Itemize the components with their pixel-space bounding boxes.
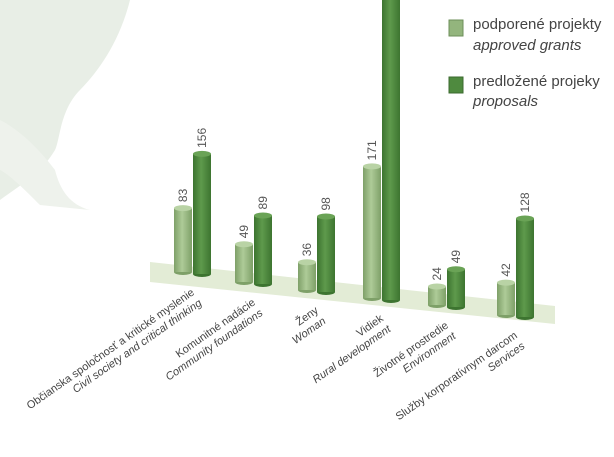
value-label: 89 <box>256 196 270 210</box>
bar <box>235 244 253 282</box>
value-label: 98 <box>319 197 333 211</box>
bar-cap <box>516 215 534 222</box>
bar <box>317 216 335 292</box>
bar <box>174 208 192 272</box>
legend-swatch <box>448 19 464 37</box>
legend-label: approved grants <box>473 37 582 54</box>
x-tick-label: Občianska spoločnosť a kritické myslenie <box>25 287 197 412</box>
bar <box>254 215 272 284</box>
value-label: 24 <box>430 267 444 281</box>
value-label: 156 <box>195 128 209 148</box>
bar-cap <box>174 205 192 212</box>
legend-label: proposals <box>472 93 539 110</box>
bar <box>447 269 465 307</box>
bar-cap <box>193 150 211 157</box>
value-label: 171 <box>365 140 379 160</box>
legend-label: podporené projekty <box>473 16 602 33</box>
bar-cap <box>497 279 515 286</box>
bar-cap <box>447 266 465 273</box>
bar-cap <box>428 283 446 290</box>
bar <box>382 0 400 300</box>
value-label: 128 <box>518 192 532 212</box>
bar-cap <box>235 241 253 248</box>
decoration <box>0 120 90 210</box>
bar <box>497 282 515 315</box>
value-label: 42 <box>499 263 513 277</box>
value-label: 49 <box>237 225 251 239</box>
bar <box>428 286 446 305</box>
value-label: 49 <box>449 250 463 264</box>
bar-cap <box>298 259 316 266</box>
bar <box>363 166 381 298</box>
plot-area: 83 156 Občianska spoločnosť a kritické mys… <box>25 0 534 423</box>
value-label: 36 <box>300 243 314 257</box>
bar-cap <box>363 163 381 170</box>
bar-cap <box>254 212 272 219</box>
bar-cap <box>317 213 335 220</box>
bar <box>298 262 316 290</box>
bar <box>516 218 534 317</box>
bar <box>193 153 211 274</box>
legend-label: predložené projeky <box>473 73 600 90</box>
legend-swatch <box>448 76 464 94</box>
value-label: 83 <box>176 188 190 202</box>
